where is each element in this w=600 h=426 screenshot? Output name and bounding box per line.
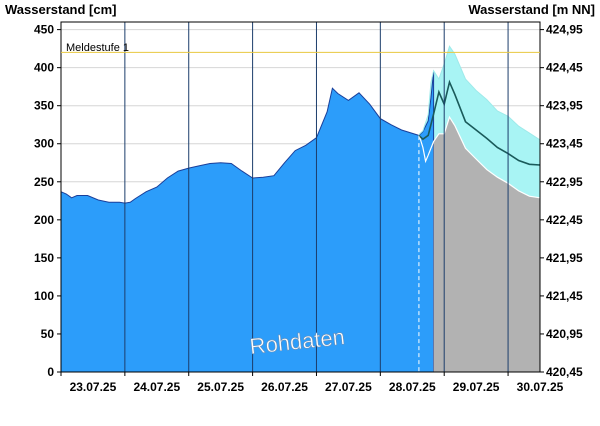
y-tick-label-right: 424,45 <box>546 61 583 75</box>
x-tick-label: 28.07.25 <box>389 380 436 394</box>
y-tick-label-left: 250 <box>34 175 54 189</box>
y-tick-label-left: 350 <box>34 99 54 113</box>
plot-frame <box>60 21 541 373</box>
y-tick-label-left: 200 <box>34 213 54 227</box>
axes: 0 420,45 50 420,95 100 421,45 150 421,95 200 422,… <box>34 21 583 394</box>
y-tick-label-left: 100 <box>34 289 54 303</box>
y-tick-label-left: 450 <box>34 23 54 37</box>
y-tick-label-left: 0 <box>47 365 54 379</box>
y-axis-title-left: Wasserstand [cm] <box>5 2 117 17</box>
y-tick-label-right: 422,95 <box>546 175 583 189</box>
y-tick-label-right: 422,45 <box>546 213 583 227</box>
y-tick-label-right: 421,45 <box>546 289 583 303</box>
x-tick-label: 27.07.25 <box>325 380 372 394</box>
observed-area <box>60 71 435 373</box>
x-tick-label: 29.07.25 <box>453 380 500 394</box>
threshold-label: Meldestufe 1 <box>66 42 129 54</box>
y-tick-label-right: 423,45 <box>546 137 583 151</box>
x-tick-label: 23.07.25 <box>70 380 117 394</box>
y-tick-label-left: 150 <box>34 251 54 265</box>
forecast-mean-line <box>418 79 541 166</box>
y-axis-title-right: Wasserstand [m NN] <box>468 2 595 17</box>
x-tick-label: 24.07.25 <box>133 380 180 394</box>
y-tick-label-right: 423,95 <box>546 99 583 113</box>
x-tick-label: 25.07.25 <box>197 380 244 394</box>
y-tick-label-right: 421,95 <box>546 251 583 265</box>
y-tick-label-left: 400 <box>34 61 54 75</box>
y-tick-label-right: 420,95 <box>546 327 583 341</box>
x-tick-label: 26.07.25 <box>261 380 308 394</box>
forecast-upper-line <box>418 45 541 141</box>
forecast-lower-area <box>433 117 540 372</box>
y-tick-label-right: 420,45 <box>546 365 583 379</box>
plot-area <box>60 22 541 373</box>
x-tick-label: 30.07.25 <box>517 380 564 394</box>
forecast-lower-line <box>418 115 541 199</box>
y-tick-label-left: 50 <box>41 327 55 341</box>
y-tick-label-right: 424,95 <box>546 23 583 37</box>
y-tick-label-left: 300 <box>34 137 54 151</box>
